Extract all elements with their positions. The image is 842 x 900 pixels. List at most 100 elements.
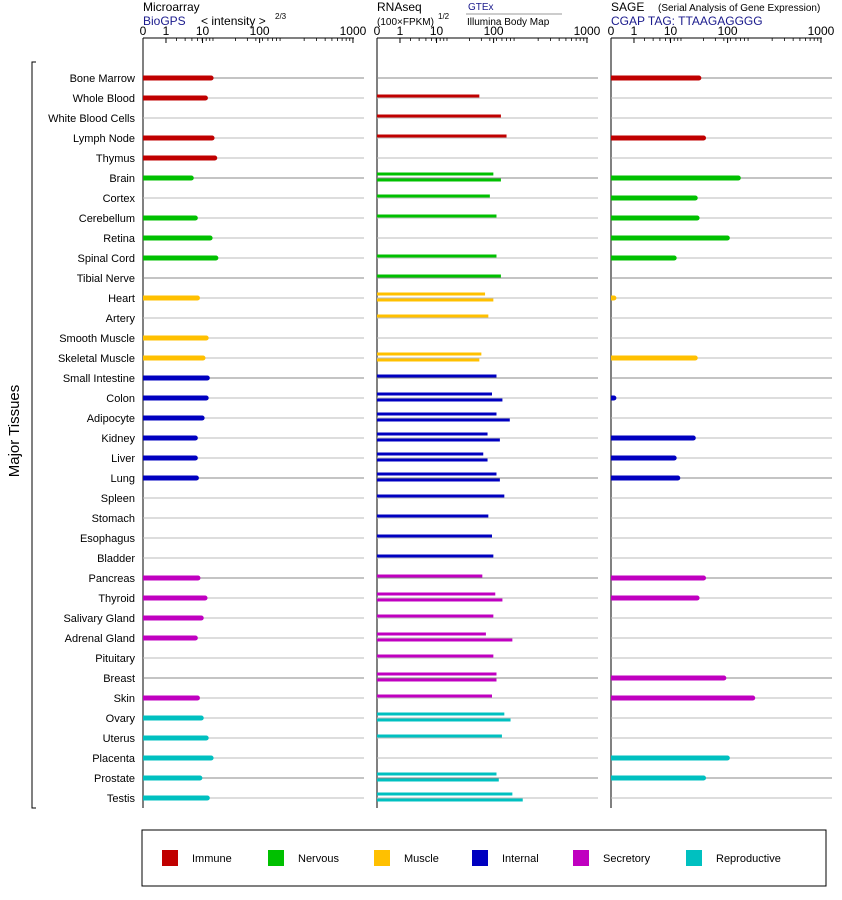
rnaseq-ibm-bar: [377, 798, 523, 802]
microarray-tick-label: 1000: [340, 24, 367, 38]
microarray-bar: [143, 135, 213, 141]
tissue-label: Breast: [103, 673, 135, 685]
rnaseq-gtex-bar: [377, 574, 483, 578]
microarray-bar-cap: [192, 435, 198, 441]
rnaseq-gtex-bar: [377, 374, 497, 378]
microarray-bar-cap: [200, 355, 206, 361]
rnaseq-gtex-bar: [377, 392, 492, 396]
sage-bar-cap: [690, 435, 696, 441]
sage-source: CGAP TAG: TTAAGAGGGG: [611, 14, 763, 28]
tissue-label: Ovary: [106, 713, 136, 725]
microarray-bar-cap: [203, 395, 209, 401]
sage-bar: [611, 215, 698, 221]
rnaseq-ibm-bar: [377, 778, 499, 782]
rnaseq-gtex-bar: [377, 412, 497, 416]
legend-swatch: [472, 850, 488, 866]
microarray-panel: 0 1 10 100 1000: [140, 24, 367, 808]
rnaseq-gtex-bar: [377, 134, 507, 138]
tissue-label: Cortex: [103, 193, 136, 205]
rnaseq-gtex-bar: [377, 452, 484, 456]
sage-bar-cap: [735, 175, 741, 181]
legend-swatch: [573, 850, 589, 866]
sage-bar: [611, 355, 696, 361]
rnaseq-ibm-bar: [377, 458, 488, 462]
sage-tick-label: 0: [608, 24, 615, 38]
microarray-header: Microarray BioGPS < intensity > 2/3: [143, 0, 287, 28]
microarray-bar-cap: [213, 255, 219, 261]
rnaseq-gtex-bar: [377, 432, 488, 436]
rnaseq-tick-label: 1: [397, 24, 404, 38]
microarray-bar-cap: [194, 295, 200, 301]
tissue-label: Liver: [111, 453, 135, 465]
rnaseq-ibm-bar: [377, 418, 510, 422]
tissue-label: Brain: [109, 173, 135, 185]
rnaseq-ibm-bar: [377, 358, 480, 362]
sage-bar-cap: [692, 355, 698, 361]
microarray-bar-cap: [203, 735, 209, 741]
microarray-bar-cap: [212, 155, 218, 161]
rnaseq-gtex-bar: [377, 254, 497, 258]
tissue-label: Placenta: [92, 753, 136, 765]
microarray-tick-label: 0: [140, 24, 147, 38]
rnaseq-source-gtex: GTEx: [468, 2, 494, 13]
microarray-bar-cap: [198, 615, 204, 621]
rnaseq-panel: 0 1 10 100 1000: [374, 24, 601, 808]
sage-bar-cap: [724, 755, 730, 761]
rnaseq-ibm-bar: [377, 438, 500, 442]
tissue-label: Cerebellum: [79, 213, 135, 225]
sage-bar-cap: [694, 215, 700, 221]
sage-tick-label: 10: [664, 24, 678, 38]
legend-label: Secretory: [603, 853, 651, 865]
microarray-bar: [143, 635, 196, 641]
rnaseq-tick-label: 1000: [574, 24, 601, 38]
microarray-bar: [143, 435, 196, 441]
tissue-label: Lymph Node: [73, 133, 135, 145]
sage-bar: [611, 595, 698, 601]
sage-panel: 0 1 10 100 1000: [608, 24, 835, 808]
tissue-label: Spleen: [101, 493, 135, 505]
rnaseq-units: (100×FPKM): [377, 17, 434, 28]
sage-bar: [611, 235, 728, 241]
panels-layer: 0 1 10 100 1000 0 1 10 100 1000 0 1 10 100 1000: [140, 24, 835, 808]
microarray-units: < intensity >: [201, 14, 266, 28]
rnaseq-gtex-bar: [377, 514, 489, 518]
microarray-bar: [143, 415, 203, 421]
sage-tick-label: 1: [631, 24, 638, 38]
microarray-bar: [143, 695, 198, 701]
rnaseq-tick-label: 10: [430, 24, 444, 38]
sage-bar-cap: [750, 695, 756, 701]
rnaseq-gtex-bar: [377, 194, 490, 198]
rnaseq-gtex-bar: [377, 472, 497, 476]
microarray-bar: [143, 235, 211, 241]
microarray-bar: [143, 455, 196, 461]
y-axis-bracket: [31, 61, 36, 809]
microarray-bar: [143, 575, 198, 581]
microarray-bar-cap: [188, 175, 194, 181]
microarray-tick-label: 100: [250, 24, 270, 38]
tissue-label: Esophagus: [80, 533, 136, 545]
microarray-bar-cap: [192, 635, 198, 641]
rnaseq-header: RNAseq (100×FPKM) 1/2 GTEx Illumina Body…: [377, 0, 562, 28]
y-axis-title: Major Tissues: [6, 385, 23, 478]
rnaseq-ibm-bar: [377, 298, 494, 302]
microarray-bar-cap: [193, 475, 199, 481]
microarray-bar: [143, 375, 208, 381]
microarray-bar: [143, 795, 208, 801]
tissue-label: Stomach: [92, 513, 135, 525]
tissue-label: Lung: [111, 473, 135, 485]
tissue-label: Adrenal Gland: [65, 633, 135, 645]
tissue-label: Thyroid: [98, 593, 135, 605]
sage-bar-cap: [671, 455, 677, 461]
microarray-bar: [143, 75, 212, 81]
rnaseq-gtex-bar: [377, 734, 502, 738]
sage-bar: [611, 455, 675, 461]
microarray-bar-cap: [192, 215, 198, 221]
rnaseq-ibm-bar: [377, 598, 503, 602]
microarray-bar-cap: [194, 695, 200, 701]
legend-label: Muscle: [404, 853, 439, 865]
tissue-label: Tibial Nerve: [77, 273, 135, 285]
sage-bar-cap: [611, 295, 617, 301]
rnaseq-gtex-bar: [377, 292, 486, 296]
microarray-bar: [143, 715, 202, 721]
rnaseq-ibm-bar: [377, 638, 513, 642]
